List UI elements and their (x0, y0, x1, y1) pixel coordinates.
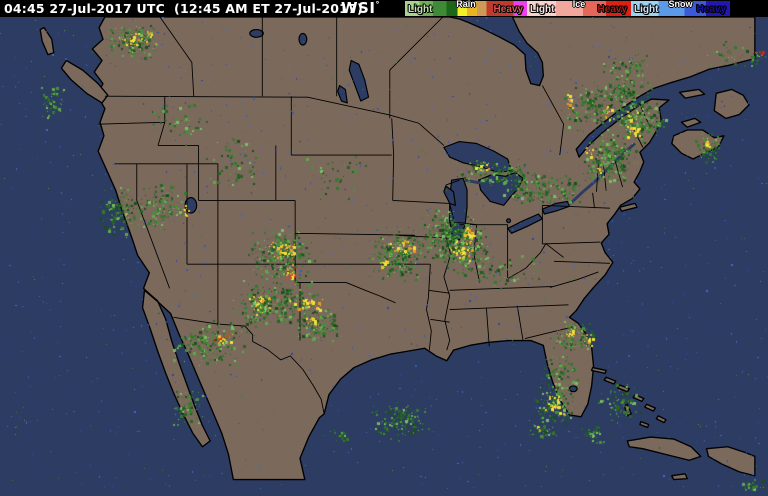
radar-map (0, 17, 768, 496)
legend-rain-label: Rain (456, 0, 476, 9)
legend-snow-light-label: Light (634, 4, 659, 15)
timestamp: 04:45 27-Jul-2017 UTC (12:45 AM ET 27-Ju… (4, 1, 363, 16)
wsi-logo-mark-icon: ° (375, 0, 380, 9)
legend-rain-light-label: Light (408, 4, 433, 15)
header-bar: 04:45 27-Jul-2017 UTC (12:45 AM ET 27-Ju… (0, 0, 768, 17)
legend-snow-label: Snow (668, 0, 693, 9)
legend-ice-light-label: Light (530, 4, 555, 15)
radar-echoes-canvas (0, 17, 768, 496)
wsi-logo: WSI° (341, 0, 380, 17)
legend-section-snow: Snow Light Heavy (631, 0, 730, 16)
precip-legend: Rain Light Heavy Ice Light Heavy Snow Light Heav… (405, 0, 730, 17)
wsi-logo-text: WSI (341, 0, 376, 17)
legend-section-rain: Rain Light Heavy (405, 0, 527, 16)
legend-snow-heavy-label: Heavy (696, 4, 726, 15)
legend-ice-label: Ice (572, 0, 586, 9)
legend-section-ice: Ice Light Heavy (527, 0, 631, 16)
legend-ice-heavy-label: Heavy (597, 4, 627, 15)
legend-rain-heavy-label: Heavy (493, 4, 523, 15)
